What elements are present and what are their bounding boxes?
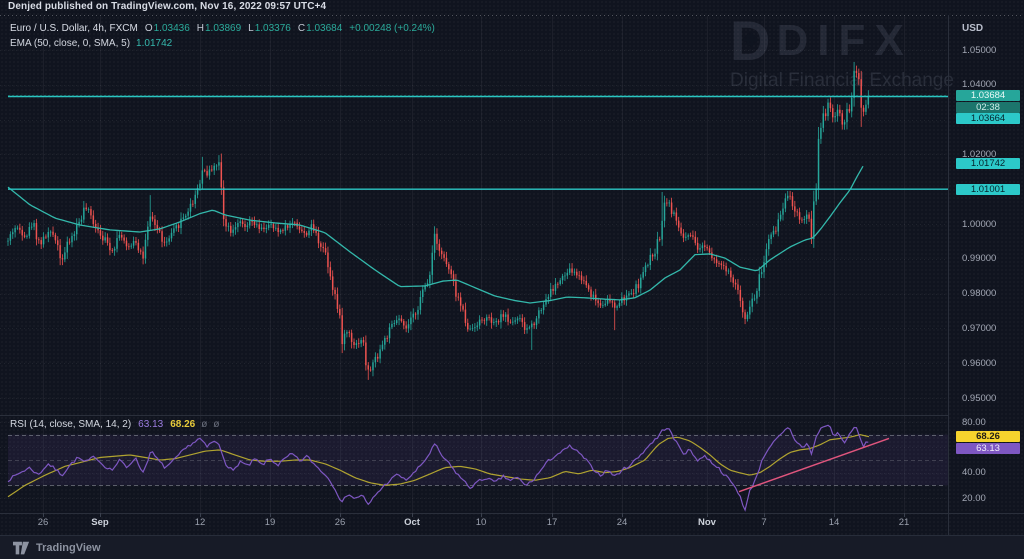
last-price-badge: 1.03684: [956, 90, 1020, 102]
ema-legend-title: EMA (50, close, 0, SMA, 5): [10, 38, 131, 49]
tradingview-brand[interactable]: TradingView: [36, 542, 101, 554]
bar-countdown-badge: 02:38: [956, 101, 1020, 113]
axis-currency-label: USD: [962, 23, 984, 34]
time-tick-label: 17: [546, 517, 558, 528]
price-tick-label: 0.95000: [962, 392, 997, 404]
close-label: C: [297, 23, 306, 34]
price-tick-label: 0.99000: [962, 253, 997, 265]
price-axis[interactable]: USD 1.05000 1.04000 1.02000 1.00000 0.99000 0…: [948, 0, 1024, 535]
time-tick-label: 24: [616, 517, 628, 528]
ema-legend-value: 1.01742: [136, 38, 173, 49]
low-value: 1.03376: [254, 23, 291, 34]
rsi-toggle-icon[interactable]: ø: [201, 419, 208, 430]
rsi-value: 63.13: [138, 419, 164, 430]
rsi-settings-icon[interactable]: ø: [213, 419, 220, 430]
time-tick-label: 10: [475, 517, 487, 528]
symbol-legend-row: Euro / U.S. Dollar, 4h, FXCM O1.03436 H1.0…: [10, 21, 435, 36]
high-label: H: [196, 23, 204, 34]
time-tick-label: 26: [37, 517, 49, 528]
price-tick-label: 1.05000: [962, 44, 997, 56]
symbol-legend: Euro / U.S. Dollar, 4h, FXCM O1.03436 H1.0…: [10, 21, 435, 51]
rsi-legend-title: RSI (14, close, SMA, 14, 2): [10, 419, 132, 430]
rsi-tick-label: 40.00: [962, 467, 986, 479]
time-tick-label: 19: [264, 517, 276, 528]
open-value: 1.03436: [153, 23, 190, 34]
hline-price-badge: 1.01001: [956, 183, 1020, 195]
symbol-title: Euro / U.S. Dollar, 4h, FXCM: [10, 23, 138, 34]
time-tick-label: 21: [898, 517, 910, 528]
rsi-value-badge: 63.13: [956, 442, 1020, 454]
price-tick-label: 1.00000: [962, 218, 997, 230]
time-tick-label: 12: [194, 517, 206, 528]
rsi-tick-label: 20.00: [962, 492, 986, 504]
time-tick-label: Sep: [91, 517, 109, 528]
time-tick-label: Oct: [404, 517, 420, 528]
high-value: 1.03869: [205, 23, 242, 34]
price-tick-label: 0.96000: [962, 357, 997, 369]
rsi-tick-label: 80.00: [962, 416, 986, 428]
price-tick-label: 0.97000: [962, 322, 997, 334]
tradingview-logo-icon[interactable]: [13, 541, 30, 556]
time-axis[interactable]: 26 Sep 12 19 26 Oct 10 17 24 Nov 7 14 21: [0, 513, 948, 535]
time-tick-label: 26: [334, 517, 346, 528]
price-tick-label: 1.04000: [962, 79, 997, 91]
price-tick-label: 1.02000: [962, 148, 997, 160]
low-label: L: [248, 23, 254, 34]
ema-legend-row: EMA (50, close, 0, SMA, 5) 1.01742: [10, 36, 435, 51]
close-value: 1.03684: [306, 23, 343, 34]
hline-price-badge: 1.03664: [956, 112, 1020, 124]
time-tick-label: 14: [828, 517, 840, 528]
footer-bar: TradingView: [0, 535, 1024, 559]
rsi-ma-badge: 68.26: [956, 431, 1020, 443]
rsi-legend: RSI (14, close, SMA, 14, 2) 63.13 68.26 ø ø: [10, 419, 219, 430]
time-tick-label: 7: [761, 517, 767, 528]
publish-note: Denjed published on TradingView.com, Nov…: [8, 1, 327, 12]
rsi-ma-value: 68.26: [170, 419, 196, 430]
price-tick-label: 0.98000: [962, 288, 997, 300]
change-value: +0.00248 (+0.24%): [349, 23, 435, 34]
open-label: O: [144, 23, 153, 34]
time-tick-label: Nov: [698, 517, 716, 528]
ema-price-badge: 1.01742: [956, 157, 1020, 169]
